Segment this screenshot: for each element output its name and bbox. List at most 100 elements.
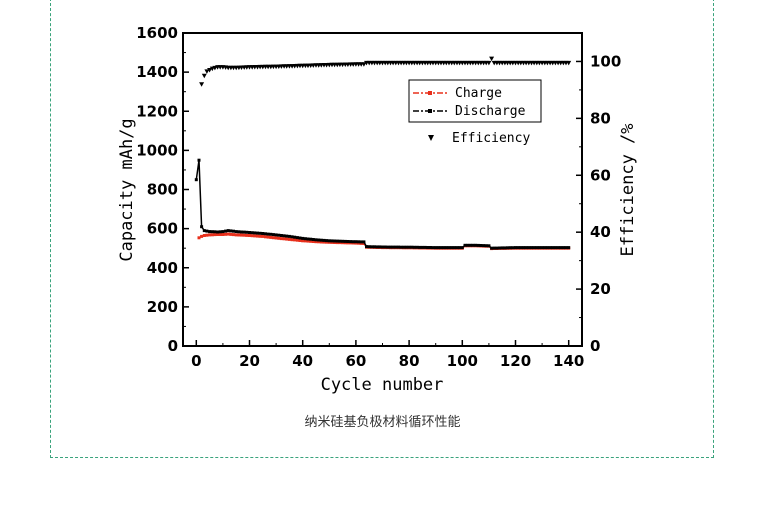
discharge-point [399,245,403,249]
charge-point [277,236,281,240]
discharge-point [447,246,451,250]
discharge-point [439,246,443,250]
charge-point [248,234,251,237]
legend-charge-marker [428,91,432,95]
charge-point [245,233,249,237]
discharge-point [516,246,520,250]
discharge-point [530,246,533,250]
discharge-point [537,246,541,250]
discharge-point [535,246,539,250]
y-left-tick-label: 800 [147,181,178,199]
discharge-point [522,246,525,250]
discharge-point [460,246,464,250]
charge-point [240,233,243,237]
x-tick-label: 0 [191,352,201,370]
discharge-point [306,237,310,241]
discharge-point [551,246,555,250]
charge-point [319,240,323,244]
discharge-point [256,231,259,235]
charge-point [266,235,270,239]
discharge-point [479,244,483,247]
discharge-point [378,245,382,249]
discharge-point [436,246,440,250]
discharge-point [277,233,281,237]
discharge-point [506,246,509,250]
y-right-tick-label: 40 [590,223,611,241]
discharge-point [210,230,214,234]
discharge-point [386,245,390,249]
charge-point [261,234,265,238]
legend-discharge-marker [428,109,432,113]
discharge-point [428,246,432,249]
discharge-point [492,246,496,250]
y-left-tick-label: 200 [147,298,178,316]
charge-point [226,232,230,236]
discharge-point [466,243,470,247]
discharge-point [213,230,217,234]
discharge-point [450,246,454,250]
discharge-point [330,239,334,243]
y-right-tick-label: 20 [590,280,611,298]
efficiency-point [486,60,492,66]
charge-point [221,233,225,236]
discharge-point [420,245,424,249]
efficiency-point [201,73,207,79]
discharge-point [216,230,220,234]
discharge-point [476,243,480,247]
discharge-point [487,244,491,248]
charge-point [258,234,262,238]
x-tick-label: 40 [292,352,313,370]
discharge-point [452,246,456,250]
discharge-point [343,239,347,243]
discharge-point [290,235,294,239]
y-left-tick-label: 1400 [136,63,178,81]
charge-point [210,233,214,237]
efficiency-point [212,65,218,71]
efficiency-point [199,82,205,87]
charge-point [293,238,297,242]
charge-point [237,233,241,237]
discharge-point [232,229,235,233]
discharge-point [218,230,222,234]
x-axis-label: Cycle number [321,375,444,395]
charge-point [282,237,286,241]
discharge-point [564,246,568,250]
charge-point [232,233,235,237]
discharge-point [261,232,265,235]
discharge-point [383,245,387,249]
discharge-point [311,238,315,241]
discharge-point [245,230,249,234]
discharge-point [495,246,499,250]
y-right-tick-label: 80 [590,109,611,127]
y-right-tick-label: 100 [590,52,621,70]
discharge-point [362,240,366,244]
discharge-point [490,246,494,250]
discharge-point [282,234,286,238]
discharge-point [402,245,406,249]
legend-box [408,79,542,123]
discharge-point [269,232,273,236]
discharge-point [354,240,358,244]
charge-point [314,240,318,244]
charge-point [285,237,289,241]
legend-efficiency-label: Efficiency [452,131,530,146]
x-tick-label: 80 [399,352,420,370]
discharge-point [208,230,212,234]
discharge-point [271,233,275,237]
charge-point [271,236,275,240]
figure-caption: 纳米硅基负极材料循环性能 [304,415,461,430]
discharge-point [524,246,528,250]
discharge-point [295,236,299,240]
discharge-point [229,229,233,233]
x-tick-label: 100 [447,352,478,370]
discharge-point [287,234,291,238]
charge-point [224,232,228,236]
charge-point [279,237,283,241]
charge-point [269,235,273,239]
y-left-tick-label: 400 [147,259,178,277]
discharge-point [365,245,368,249]
discharge-point [548,246,552,250]
x-tick-label: 120 [500,352,531,370]
charge-point [325,240,329,244]
discharge-point [519,246,523,250]
